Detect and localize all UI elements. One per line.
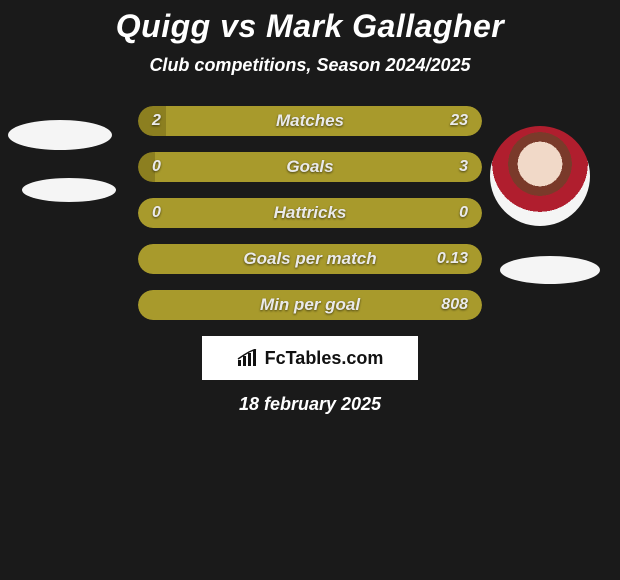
left-player-avatar-placeholder [8, 120, 112, 150]
brand-text: FcTables.com [265, 348, 384, 369]
page-title: Quigg vs Mark Gallagher [0, 8, 620, 45]
stat-label: Min per goal [138, 290, 482, 320]
stat-row: Hattricks0 0 [138, 198, 482, 228]
stat-value-right: 0 [459, 198, 468, 228]
stat-label: Goals per match [138, 244, 482, 274]
stat-value-right: 808 [441, 290, 468, 320]
stat-label: Goals [138, 152, 482, 182]
right-player-flag-placeholder [500, 256, 600, 284]
left-player-flag-placeholder [22, 178, 116, 202]
stat-bars: Matches223Goals03Hattricks00Goals per ma… [138, 106, 482, 320]
stat-label: Hattricks [138, 198, 482, 228]
stat-value-right: 23 [450, 106, 468, 136]
stat-value-right: 3 [459, 152, 468, 182]
stat-value-right: 0.13 [437, 244, 468, 274]
stat-label: Matches [138, 106, 482, 136]
stat-row: Goals0 3 [138, 152, 482, 182]
stat-value-left: 2 [152, 106, 161, 136]
stat-value-left: 0 [152, 198, 161, 228]
footer-date: 18 february 2025 [0, 394, 620, 415]
right-player-avatar [490, 126, 590, 226]
stat-row: Min per goal808 [138, 290, 482, 320]
comparison-card: Quigg vs Mark Gallagher Club competition… [0, 0, 620, 415]
stat-row: Matches2 23 [138, 106, 482, 136]
stat-value-left: 0 [152, 152, 161, 182]
brand-box: FcTables.com [202, 336, 418, 380]
stat-row: Goals per match0.13 [138, 244, 482, 274]
page-subtitle: Club competitions, Season 2024/2025 [0, 55, 620, 76]
bar-chart-icon [237, 349, 259, 367]
